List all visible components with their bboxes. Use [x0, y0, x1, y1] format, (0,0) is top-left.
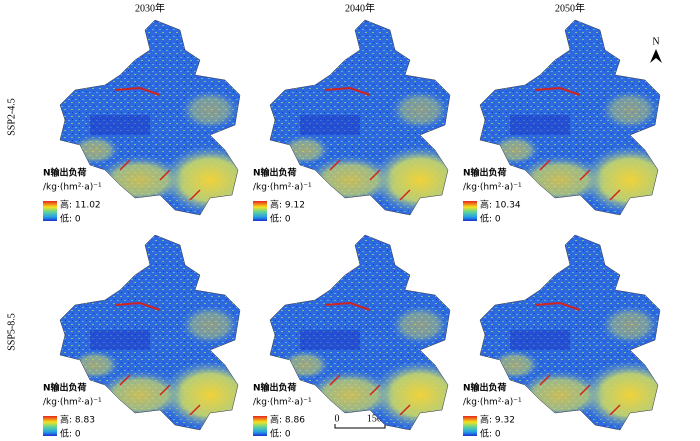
- legend-low: 低: 0: [60, 213, 81, 225]
- map-panel: N输出负荷/kg·(hm²·a)⁻¹ 高: 8.86 低: 0: [253, 235, 470, 440]
- map-panel: N输出负荷/kg·(hm²·a)⁻¹ 高: 9.12 低: 0: [253, 20, 470, 225]
- legend-low: 低: 0: [60, 428, 81, 440]
- map-panel: N输出负荷/kg·(hm²·a)⁻¹ 高: 8.83 低: 0: [43, 235, 260, 440]
- color-ramp: [43, 201, 57, 221]
- color-ramp: [463, 201, 477, 221]
- legend-unit: /kg·(hm²·a)⁻¹: [43, 398, 102, 408]
- color-ramp: [463, 416, 477, 436]
- legend-high: 高: 9.32: [480, 414, 515, 426]
- map-panel: N输出负荷/kg·(hm²·a)⁻¹ 高: 10.34 低: 0: [463, 20, 680, 225]
- legend-low: 低: 0: [270, 213, 291, 225]
- legend-high: 高: 8.86: [270, 414, 305, 426]
- north-arrow: N: [650, 36, 662, 63]
- row-label: SSP2-4.5: [6, 98, 17, 136]
- color-ramp: [43, 416, 57, 436]
- legend-unit: /kg·(hm²·a)⁻¹: [463, 398, 522, 408]
- legend-low: 低: 0: [270, 428, 291, 440]
- color-ramp: [253, 416, 267, 436]
- legend-low: 低: 0: [480, 213, 501, 225]
- north-label: N: [652, 36, 659, 47]
- scale-start: 0: [335, 413, 340, 424]
- column-header: 2050年: [555, 1, 585, 14]
- row-label: SSP5-8.5: [6, 313, 17, 351]
- legend-title: N输出负荷: [463, 382, 507, 394]
- legend-unit: /kg·(hm²·a)⁻¹: [253, 183, 312, 193]
- legend-high: 高: 8.83: [60, 414, 95, 426]
- legend-title: N输出负荷: [463, 167, 507, 179]
- legend-high: 高: 9.12: [270, 199, 305, 211]
- map-panel: N输出负荷/kg·(hm²·a)⁻¹ 高: 9.32 低: 0: [463, 235, 680, 440]
- column-header: 2030年: [135, 1, 165, 14]
- legend-title: N输出负荷: [43, 167, 87, 179]
- map-panel: N输出负荷/kg·(hm²·a)⁻¹ 高: 11.02 低: 0: [43, 20, 260, 225]
- legend-title: N输出负荷: [253, 167, 297, 179]
- color-ramp: [253, 201, 267, 221]
- legend-title: N输出负荷: [253, 382, 297, 394]
- legend-unit: /kg·(hm²·a)⁻¹: [253, 398, 312, 408]
- legend-unit: /kg·(hm²·a)⁻¹: [463, 183, 522, 193]
- legend-title: N输出负荷: [43, 382, 87, 394]
- legend-low: 低: 0: [480, 428, 501, 440]
- legend-high: 高: 10.34: [480, 199, 521, 211]
- legend-high: 高: 11.02: [60, 199, 101, 211]
- legend-unit: /kg·(hm²·a)⁻¹: [43, 183, 102, 193]
- column-header: 2040年: [345, 1, 375, 14]
